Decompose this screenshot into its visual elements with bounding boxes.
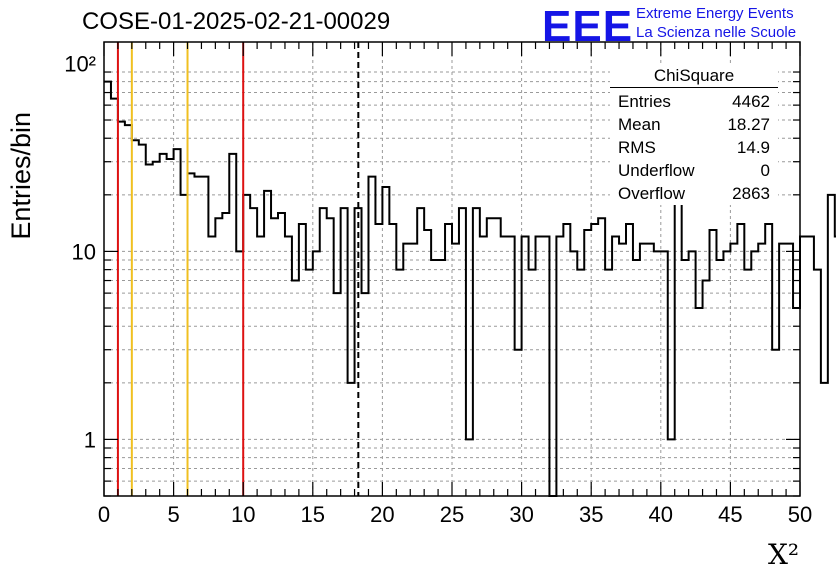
- logo-caption: Extreme Energy Events La Scienza nelle S…: [636, 4, 796, 42]
- stats-value: 0: [760, 161, 770, 180]
- x-tick-label: 20: [370, 502, 394, 527]
- stats-value: 4462: [732, 92, 770, 111]
- histogram-layer: [104, 80, 836, 497]
- x-tick-label: 50: [788, 502, 812, 527]
- x-axis-label: X²: [768, 538, 800, 571]
- axes: 0 5 10 15 20 25 30 35 40 45 50 1 10 10²: [64, 41, 812, 527]
- y-tick-label: 10²: [64, 51, 96, 76]
- stats-value: 14.9: [736, 138, 770, 157]
- stats-row-rms: RMS 14.9: [610, 136, 778, 159]
- stats-label: Mean: [618, 115, 661, 134]
- eee-logo: EEE: [542, 2, 634, 51]
- y-tick-label: 1: [84, 427, 96, 452]
- y-tick-label: 10: [72, 239, 96, 264]
- x-tick-label: 45: [718, 502, 742, 527]
- x-tick-label: 15: [301, 502, 325, 527]
- stats-value: 18.27: [727, 115, 770, 134]
- x-tick-label: 40: [649, 502, 673, 527]
- stats-label: Underflow: [618, 161, 695, 180]
- logo-caption-line1: Extreme Energy Events: [636, 5, 794, 22]
- stats-box: ChiSquare Entries 4462 Mean 18.27 RMS 14…: [610, 66, 778, 205]
- stats-row-overflow: Overflow 2863: [610, 182, 778, 205]
- grid-lines: [104, 42, 800, 497]
- stats-label: Overflow: [618, 184, 686, 203]
- x-tick-label: 35: [579, 502, 603, 527]
- stats-value: 2863: [732, 184, 770, 203]
- histogram-series: [104, 80, 836, 497]
- logo-caption-line2: La Scienza nelle Scuole: [636, 24, 797, 41]
- x-tick-label: 10: [231, 502, 255, 527]
- x-tick-label: 5: [167, 502, 179, 527]
- stats-label: Entries: [618, 92, 671, 111]
- x-tick-label: 0: [98, 502, 110, 527]
- stats-row-underflow: Underflow 0: [610, 159, 778, 182]
- chart-title: COSE-01-2025-02-21-00029: [82, 8, 391, 35]
- y-axis-label: Entries/bin: [6, 112, 36, 240]
- x-tick-label: 30: [509, 502, 533, 527]
- stats-row-entries: Entries 4462: [610, 90, 778, 113]
- stats-label: RMS: [618, 138, 656, 157]
- stats-title: ChiSquare: [610, 66, 778, 88]
- x-tick-label: 25: [440, 502, 464, 527]
- marker-lines: [116, 42, 360, 496]
- stats-row-mean: Mean 18.27: [610, 113, 778, 136]
